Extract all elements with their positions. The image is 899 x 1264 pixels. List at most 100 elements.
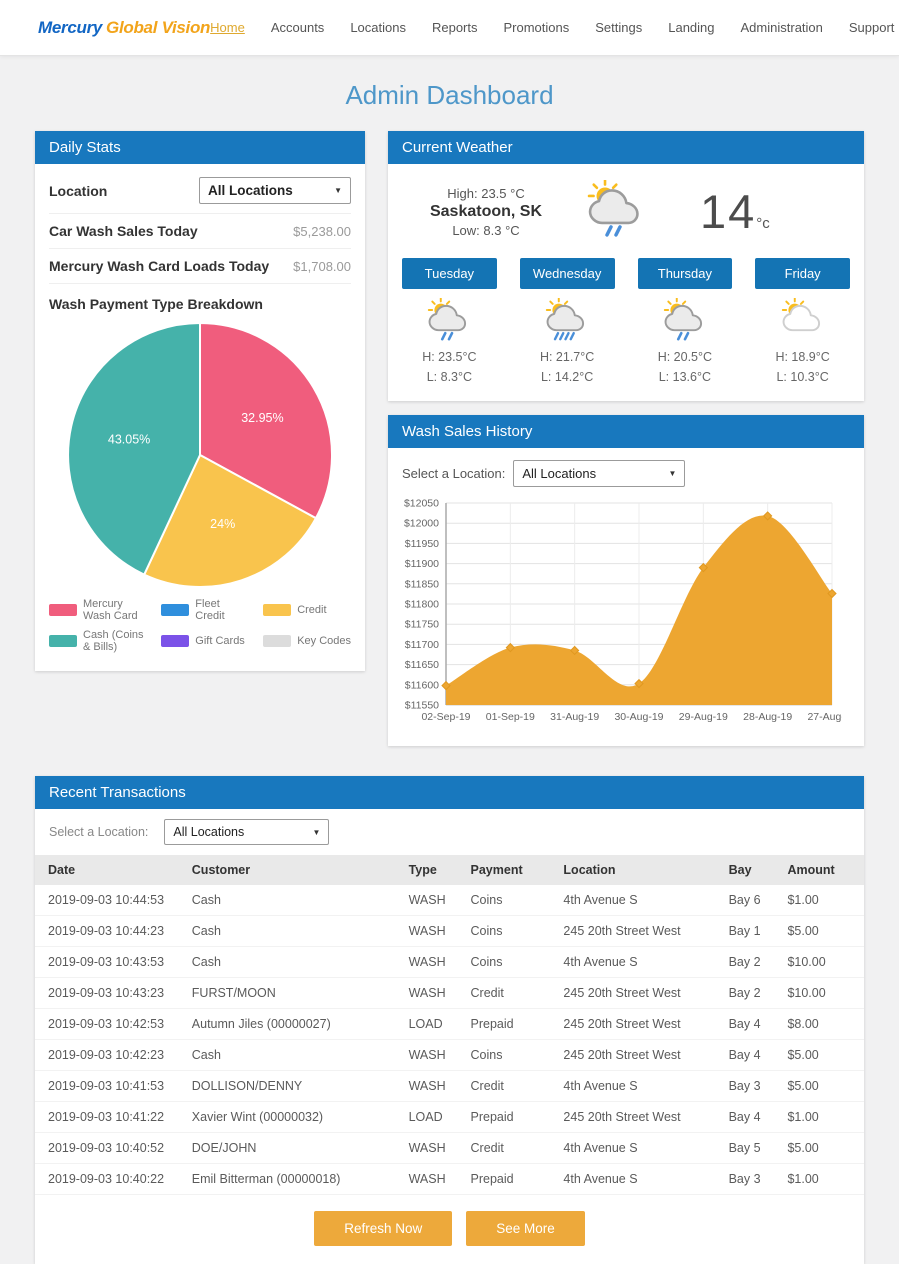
table-cell: Cash — [187, 946, 405, 979]
table-cell: WASH — [404, 1163, 467, 1196]
table-row: 2019-09-03 10:41:53 DOLLISON/DENNY WASH Cre… — [35, 1070, 864, 1103]
transactions-location-select[interactable]: All Locations ▼ — [164, 819, 330, 846]
svg-text:32.95%: 32.95% — [241, 411, 283, 425]
column-header-payment: Payment — [470, 863, 523, 878]
current-temperature: 14°c — [700, 185, 770, 239]
table-cell: Prepaid — [466, 1008, 560, 1041]
svg-text:31-Aug-19: 31-Aug-19 — [550, 711, 599, 723]
table-cell: 245 20th Street West — [559, 1039, 725, 1072]
svg-text:29-Aug-19: 29-Aug-19 — [679, 711, 728, 723]
svg-text:$12000: $12000 — [404, 518, 439, 530]
legend-label: Mercury Wash Card — [83, 598, 138, 622]
daily-stats-panel: Daily Stats Location All Locations ▼ Car… — [35, 131, 365, 671]
table-cell: Coins — [466, 1039, 560, 1072]
table-cell: LOAD — [404, 1101, 467, 1134]
daily-stats-location-select[interactable]: All Locations ▼ — [199, 177, 351, 204]
forecast-low: L: 14.2°C — [540, 370, 594, 385]
day-button-tuesday[interactable]: Tuesday — [402, 257, 497, 289]
legend-item: Credit — [263, 598, 351, 622]
weather-city: Saskatoon, SK — [429, 202, 543, 220]
legend-label: Cash (Coins & Bills) — [83, 629, 144, 653]
table-cell: 4th Avenue S — [559, 1070, 725, 1103]
table-cell: WASH — [404, 977, 467, 1010]
nav-item-settings[interactable]: Settings — [595, 20, 643, 35]
nav-item-promotions[interactable]: Promotions — [503, 20, 570, 35]
table-row: 2019-09-03 10:43:23 FURST/MOON WASH Credit 2… — [35, 977, 864, 1010]
daily-stat-row: Car Wash Sales Today $5,238.00 — [49, 214, 351, 249]
table-cell: $1.00 — [783, 1163, 864, 1196]
table-cell: 245 20th Street West — [559, 1101, 725, 1134]
table-cell: 245 20th Street West — [559, 1008, 725, 1041]
nav-item-accounts[interactable]: Accounts — [270, 20, 325, 35]
nav-item-landing[interactable]: Landing — [668, 20, 715, 35]
legend-swatch-icon — [263, 604, 292, 616]
table-cell: Coins — [466, 885, 560, 917]
table-cell: Xavier Wint (00000032) — [187, 1101, 405, 1134]
nav-item-locations[interactable]: Locations — [350, 20, 406, 35]
table-cell: Bay 4 — [724, 1101, 784, 1134]
table-cell: $10.00 — [783, 977, 864, 1010]
table-row: 2019-09-03 10:40:52 DOE/JOHN WASH Credit 4th… — [35, 1132, 864, 1165]
table-cell: 4th Avenue S — [559, 1132, 725, 1165]
table-cell: $5.00 — [783, 915, 864, 948]
table-cell: $5.00 — [783, 1070, 864, 1103]
svg-text:$11950: $11950 — [405, 538, 439, 550]
svg-text:28-Aug-19: 28-Aug-19 — [743, 711, 792, 723]
current-weather-title: Current Weather — [388, 131, 864, 164]
daily-stat-row: Mercury Wash Card Loads Today $1,708.00 — [49, 249, 351, 284]
svg-text:01-Sep-19: 01-Sep-19 — [486, 711, 535, 723]
weather-low: Low: 8.3 °C — [452, 222, 520, 238]
daily-stats-rows: Car Wash Sales Today $5,238.00 Mercury Was… — [49, 214, 351, 284]
forecast-day-friday: Friday H: 18.9°C L: 10.3°C — [755, 257, 850, 387]
sun-cloud-rain-heavy-icon — [520, 296, 615, 347]
forecast-row: Tuesday H: 23.5°C L: 8.3°C Wednesday H: 21… — [388, 252, 864, 401]
table-cell: DOLLISON/DENNY — [187, 1070, 405, 1103]
day-button-friday[interactable]: Friday — [755, 257, 850, 289]
current-weather-icon — [584, 178, 648, 244]
day-button-wednesday[interactable]: Wednesday — [519, 257, 615, 289]
brand-logo-part2: Global Vision — [106, 17, 211, 37]
table-cell: $5.00 — [783, 1039, 864, 1072]
svg-text:$11750: $11750 — [405, 619, 439, 631]
column-header-bay: Bay — [728, 863, 752, 878]
forecast-high: H: 18.9°C — [775, 350, 830, 365]
table-cell: $10.00 — [783, 946, 864, 979]
nav-item-home[interactable]: Home — [210, 20, 245, 35]
table-cell: Credit — [466, 977, 560, 1010]
nav-item-reports[interactable]: Reports — [431, 20, 478, 35]
see-more-button[interactable]: See More — [466, 1211, 585, 1247]
legend-item: Key Codes — [263, 629, 351, 653]
daily-stat-label: Car Wash Sales Today — [49, 223, 198, 239]
breakdown-title: Wash Payment Type Breakdown — [49, 296, 263, 312]
table-cell: 2019-09-03 10:40:22 — [35, 1163, 188, 1196]
wash-sales-location-select[interactable]: All Locations ▼ — [513, 460, 686, 488]
wash-sales-panel: Wash Sales History Select a Location: Al… — [388, 415, 864, 747]
table-row: 2019-09-03 10:40:22 Emil Bitterman (00000… — [35, 1163, 864, 1196]
table-row: 2019-09-03 10:43:53 Cash WASH Coins 4th Aven… — [35, 946, 864, 979]
nav-item-support[interactable]: Support — [848, 20, 895, 35]
table-cell: 2019-09-03 10:43:53 — [35, 946, 188, 979]
svg-text:$11550: $11550 — [405, 700, 439, 712]
table-cell: Bay 2 — [724, 977, 784, 1010]
nav-item-administration[interactable]: Administration — [740, 20, 823, 35]
day-button-thursday[interactable]: Thursday — [637, 257, 733, 289]
legend-item: Gift Cards — [161, 629, 249, 653]
table-cell: Cash — [187, 885, 405, 917]
legend-label: Fleet Credit — [195, 598, 225, 622]
table-cell: Coins — [466, 946, 560, 979]
table-cell: LOAD — [404, 1008, 467, 1041]
pie-chart-legend: Mercury Wash Card Fleet Credit Credit Cash … — [49, 590, 351, 659]
table-cell: Bay 3 — [724, 1163, 784, 1196]
page-title: Admin Dashboard — [345, 80, 554, 110]
refresh-now-button[interactable]: Refresh Now — [314, 1211, 453, 1247]
table-cell: DOE/JOHN — [187, 1132, 405, 1165]
column-header-customer: Customer — [191, 863, 251, 878]
transactions-select-label: Select a Location: — [49, 825, 149, 840]
forecast-low: L: 8.3°C — [426, 370, 473, 385]
svg-text:24%: 24% — [210, 517, 235, 531]
weather-high: High: 23.5 °C — [447, 185, 525, 201]
table-cell: 2019-09-03 10:42:23 — [35, 1039, 188, 1072]
sun-cloud-icon — [755, 296, 850, 347]
dropdown-arrow-icon: ▼ — [312, 827, 321, 837]
daily-stat-value: $5,238.00 — [293, 223, 351, 239]
